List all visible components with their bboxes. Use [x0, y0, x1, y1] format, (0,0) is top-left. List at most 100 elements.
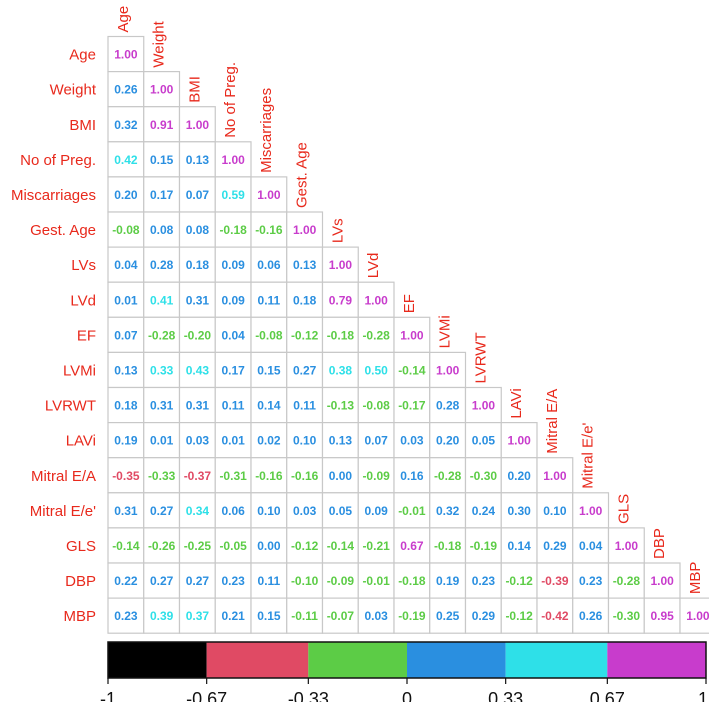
cell: [178, 281, 216, 318]
cell: [643, 562, 681, 599]
cell: [607, 527, 645, 564]
colorbar-tick-label: -0.33: [288, 689, 329, 702]
cell: [178, 422, 216, 459]
cell-value: 0.11: [258, 293, 281, 307]
cell-value: 0.23: [579, 574, 603, 588]
cell: [143, 246, 181, 283]
cell: [107, 35, 145, 73]
cell: [250, 211, 288, 248]
cell: [143, 211, 181, 248]
column-label: DBP: [651, 528, 668, 559]
cell: [393, 351, 431, 389]
cell-value: -0.35: [112, 469, 140, 483]
row-label: Mitral E/A: [31, 468, 96, 485]
cell-value: -0.28: [613, 574, 641, 588]
cell-value: -0.05: [219, 539, 247, 553]
colorbar-bin: [607, 642, 706, 678]
cell-value: 0.04: [114, 258, 138, 272]
cell-value: 0.37: [186, 609, 210, 623]
value-layer: 1.00 0.26 1.00 0.32 0.91 1.00 0.42 0.15 0.13 1.00…: [112, 48, 709, 624]
cell-value: 0.11: [293, 399, 316, 413]
cell-value: -0.12: [505, 609, 533, 623]
cell-value: -0.16: [255, 469, 283, 483]
cell-value: 0.13: [329, 434, 353, 448]
cell: [357, 281, 395, 318]
cell-value: -0.14: [398, 363, 426, 377]
cell-value: 0.25: [436, 609, 460, 623]
cell-value: 0.32: [436, 504, 460, 518]
cell-value: 0.39: [150, 609, 174, 623]
cell-value: 0.10: [293, 434, 317, 448]
cell: [214, 141, 252, 178]
cell-value: 0.23: [472, 574, 496, 588]
cell-value: 0.13: [293, 258, 317, 272]
cell: [357, 492, 395, 529]
cell: [107, 281, 145, 318]
column-label: No of Preg.: [222, 62, 239, 138]
column-label: GLS: [615, 494, 632, 524]
cell: [429, 457, 467, 494]
cell: [357, 351, 395, 389]
cell-value: -0.20: [184, 328, 212, 342]
cell-value: 0.03: [400, 434, 424, 448]
cell-value: 0.14: [507, 539, 531, 553]
cell: [286, 562, 324, 599]
cell: [178, 351, 216, 389]
cell-value: -0.19: [398, 609, 426, 623]
cell-value: -0.16: [291, 469, 319, 483]
cell: [393, 386, 431, 424]
cell: [143, 176, 181, 213]
cell-value: 0.67: [400, 539, 424, 553]
cell: [178, 597, 216, 634]
cell-value: 0.13: [186, 153, 210, 167]
cell-value: 0.04: [221, 328, 245, 342]
column-label: Mitral E/A: [544, 389, 561, 454]
cell-value: 1.00: [543, 469, 567, 483]
cell: [178, 527, 216, 564]
cell-value: 0.15: [257, 363, 281, 377]
cell: [321, 492, 359, 529]
cell-value: 0.07: [186, 188, 210, 202]
cell-value: 1.00: [257, 188, 281, 202]
cell-value: 0.18: [293, 293, 317, 307]
cell: [679, 597, 709, 634]
cell-value: 0.15: [257, 609, 281, 623]
cell-value: 0.03: [364, 609, 388, 623]
cell-value: -0.19: [470, 539, 498, 553]
cell: [178, 562, 216, 599]
cell-value: 0.08: [186, 223, 210, 237]
colorbar-tick-label: 0.67: [590, 689, 625, 702]
cell: [393, 457, 431, 494]
cell-value: -0.18: [327, 328, 355, 342]
cell-value: 1.00: [579, 504, 603, 518]
cell: [178, 106, 216, 143]
cell-value: -0.42: [541, 609, 569, 623]
cell: [536, 597, 574, 634]
cell: [464, 597, 502, 634]
cell-value: -0.08: [112, 223, 140, 237]
cell-value: 0.03: [293, 504, 317, 518]
cell-value: 0.24: [472, 504, 496, 518]
cell-value: -0.17: [398, 399, 426, 413]
cell: [107, 246, 145, 283]
cell: [286, 211, 324, 248]
cell-value: 0.41: [150, 293, 174, 307]
colorbar-bin: [206, 642, 309, 678]
cell: [572, 562, 610, 599]
cell-value: 1.00: [507, 434, 531, 448]
cell-value: 0.20: [507, 469, 531, 483]
cell: [321, 527, 359, 564]
row-label: LVs: [71, 257, 96, 274]
cell: [286, 422, 324, 459]
colorbar-tick-label: 0: [402, 689, 412, 702]
cell: [286, 246, 324, 283]
cell-value: 0.79: [329, 293, 353, 307]
cell: [107, 422, 145, 459]
cell-value: -0.12: [505, 574, 533, 588]
cell: [286, 492, 324, 529]
column-label: Age: [115, 6, 132, 33]
cell-value: 0.29: [543, 539, 567, 553]
cell-value: 0.30: [507, 504, 531, 518]
cell-value: 0.00: [329, 469, 353, 483]
cell: [214, 457, 252, 494]
